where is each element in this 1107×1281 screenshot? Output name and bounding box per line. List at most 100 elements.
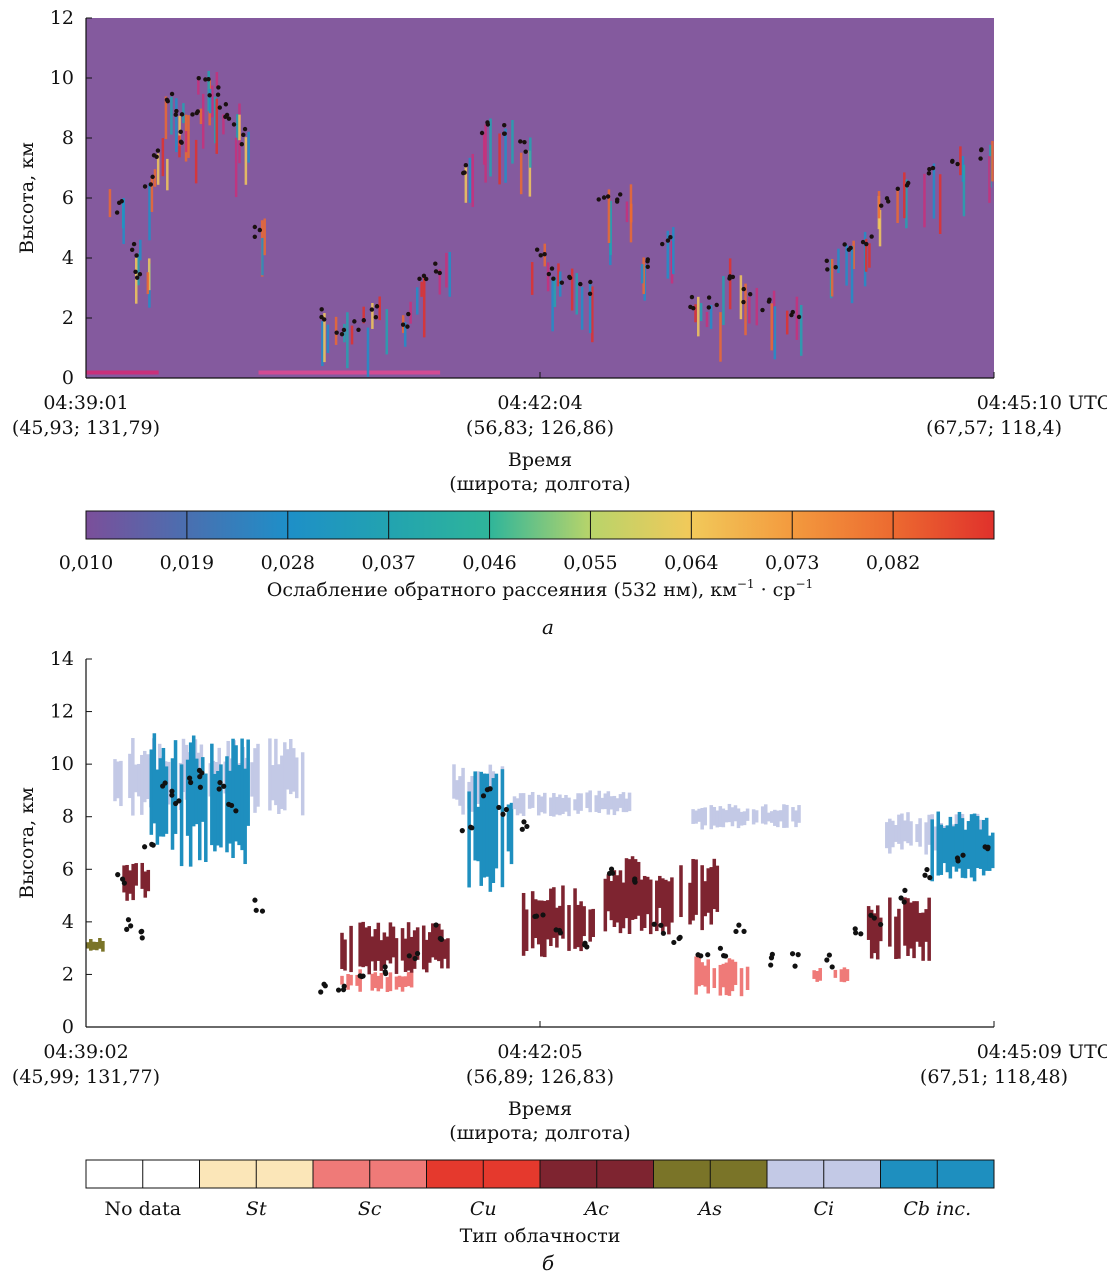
plot-b-cloud-top-point bbox=[532, 913, 538, 920]
plot-b-cloud-column bbox=[524, 909, 529, 951]
plot-b-cloud-column bbox=[558, 794, 562, 816]
plot-a-backscatter-streak bbox=[896, 188, 899, 224]
plot-b-cloud-column bbox=[137, 763, 141, 797]
plot-b-cloud-column bbox=[388, 972, 393, 992]
plot-a-backscatter-streak bbox=[134, 257, 138, 304]
plot-b-cloud-column bbox=[131, 738, 135, 816]
plot-b-x-ticks: 04:39:02 (45,99; 131,77) 04:42:05 (56,89; 1… bbox=[12, 1021, 1107, 1088]
plot-b-cloud-top-point bbox=[318, 989, 324, 995]
plot-a-backscatter-streak bbox=[247, 131, 250, 163]
plot-b-cloud-column bbox=[409, 971, 414, 988]
plot-b-cloud-column bbox=[951, 826, 956, 867]
plot-b-cloud-top-point bbox=[901, 899, 907, 905]
plot-b-cloud-column bbox=[434, 926, 438, 960]
plot-b-cloud-column bbox=[521, 793, 526, 816]
plot-b-cloud-top-point bbox=[150, 842, 156, 848]
plot-a-x-tick-time: 04:39:01 bbox=[43, 392, 128, 414]
plot-b-cloud-column bbox=[113, 759, 117, 802]
plot-b-cloud-column bbox=[370, 973, 375, 991]
plot-a-backscatter-streak bbox=[553, 277, 557, 308]
plot-a-backscatter-streak bbox=[215, 98, 218, 154]
plot-a-cloud-top-point bbox=[665, 238, 671, 243]
legend-label: St bbox=[246, 1198, 267, 1220]
plot-b-cloud-column bbox=[95, 941, 99, 951]
plot-a-cloud-top-point bbox=[334, 330, 339, 335]
plot-b-cloud-column bbox=[655, 880, 659, 932]
plot-b-cloud-top-point bbox=[677, 934, 683, 940]
plot-a-backscatter-streak bbox=[672, 227, 675, 275]
plot-a-cloud-top-point bbox=[906, 180, 911, 186]
plot-a-x-tick-coords: (56,83; 126,86) bbox=[466, 417, 614, 439]
plot-b-cloud-column bbox=[897, 814, 901, 844]
plot-a-backscatter-streak bbox=[208, 88, 212, 114]
plot-a-cloud-top-point bbox=[155, 148, 161, 153]
plot-b-cloud-column bbox=[194, 758, 199, 825]
plot-b-cloud-column bbox=[549, 888, 553, 947]
plot-b-cloud-top-point bbox=[521, 819, 527, 825]
plot-a-cloud-top-point bbox=[559, 280, 565, 285]
plot-a-cloud-top-point bbox=[369, 307, 375, 312]
plot-a-y-tick-label: 6 bbox=[62, 187, 74, 209]
plot-a-backscatter-streak bbox=[201, 93, 205, 149]
plot-b-cloud-column bbox=[421, 925, 426, 970]
plot-a-cloud-top-point bbox=[463, 163, 469, 168]
plot-a-backscatter-streak bbox=[519, 152, 523, 195]
plot-b-cloud-top-point bbox=[335, 987, 342, 993]
plot-a-cloud-top-point bbox=[549, 266, 555, 271]
plot-b-cloud-column bbox=[300, 752, 305, 816]
plot-b-cloud-column bbox=[667, 881, 671, 935]
colorbar-tick-label: 0,064 bbox=[664, 552, 718, 574]
plot-b-cloud-top-point bbox=[608, 866, 615, 872]
plot-a-backscatter-streak bbox=[837, 248, 840, 274]
plot-a-cloud-top-point bbox=[668, 235, 673, 240]
plot-b-cloud-column bbox=[724, 962, 729, 996]
plot-a-backscatter-streak bbox=[346, 312, 349, 369]
plot-a-cloud-top-point bbox=[950, 159, 955, 164]
plot-b-cloud-column bbox=[700, 807, 704, 830]
plot-a-cloud-top-point bbox=[148, 182, 154, 187]
plot-a-backscatter-streak bbox=[484, 124, 487, 183]
plot-b-cloud-column bbox=[361, 921, 365, 968]
plot-b-cloud-column bbox=[794, 810, 798, 828]
plot-a-cloud-top-point bbox=[790, 309, 795, 315]
plot-a-x-tick-coords: (45,93; 131,79) bbox=[12, 417, 160, 439]
plot-b-cloud-column bbox=[521, 892, 526, 956]
plot-a-cloud-top-point bbox=[361, 318, 367, 323]
plot-b-cloud-column bbox=[567, 905, 571, 951]
plot-b-cloud-column bbox=[818, 968, 822, 981]
plot-a-backscatter-streak bbox=[122, 198, 125, 244]
plot-b-marks bbox=[115, 767, 991, 995]
plot-a-backscatter-streak bbox=[422, 277, 426, 338]
plot-b-cloud-column bbox=[294, 757, 299, 799]
plot-b-cloud-column bbox=[561, 797, 565, 815]
plot-b-cloud-column bbox=[391, 926, 396, 958]
plot-b-cloud-column bbox=[885, 822, 889, 849]
plot-a-backscatter-streak bbox=[471, 153, 475, 208]
plot-a-backscatter-streak bbox=[236, 114, 239, 141]
plot-b-cloud-column bbox=[158, 758, 163, 837]
plot-a-cloud-top-point bbox=[319, 314, 324, 320]
plot-b-cloud-top-point bbox=[233, 808, 239, 814]
plot-b-x-tick-coords: (56,89; 126,83) bbox=[466, 1066, 614, 1088]
plot-b-cloud-top-point bbox=[736, 922, 742, 928]
plot-b-cloud-column bbox=[891, 820, 895, 848]
plot-b-cloud-column bbox=[546, 900, 550, 940]
plot-b-cloud-column bbox=[128, 753, 132, 799]
plot-a-backscatter-streak bbox=[699, 303, 703, 322]
plot-b-cloud-column bbox=[954, 823, 959, 872]
plot-b-cloud-column bbox=[231, 738, 235, 859]
plot-b-cloud-column bbox=[271, 765, 275, 801]
plot-b-cloud-column bbox=[134, 863, 138, 886]
plot-b-cloud-column bbox=[624, 858, 629, 919]
plot-b-cloud-top-point bbox=[119, 876, 126, 882]
plot-a-surface-echo bbox=[258, 370, 441, 375]
plot-a-cloud-top-point bbox=[341, 327, 347, 333]
plot-b-cloud-column bbox=[543, 900, 547, 958]
plot-a-cloud-top-point bbox=[479, 130, 485, 136]
plot-b-cloud-top-point bbox=[824, 957, 830, 963]
plot-a-cloud-top-point bbox=[691, 305, 696, 311]
plot-b-x-label-2: (широта; долгота) bbox=[449, 1122, 630, 1144]
plot-b-cloud-column bbox=[915, 901, 919, 942]
